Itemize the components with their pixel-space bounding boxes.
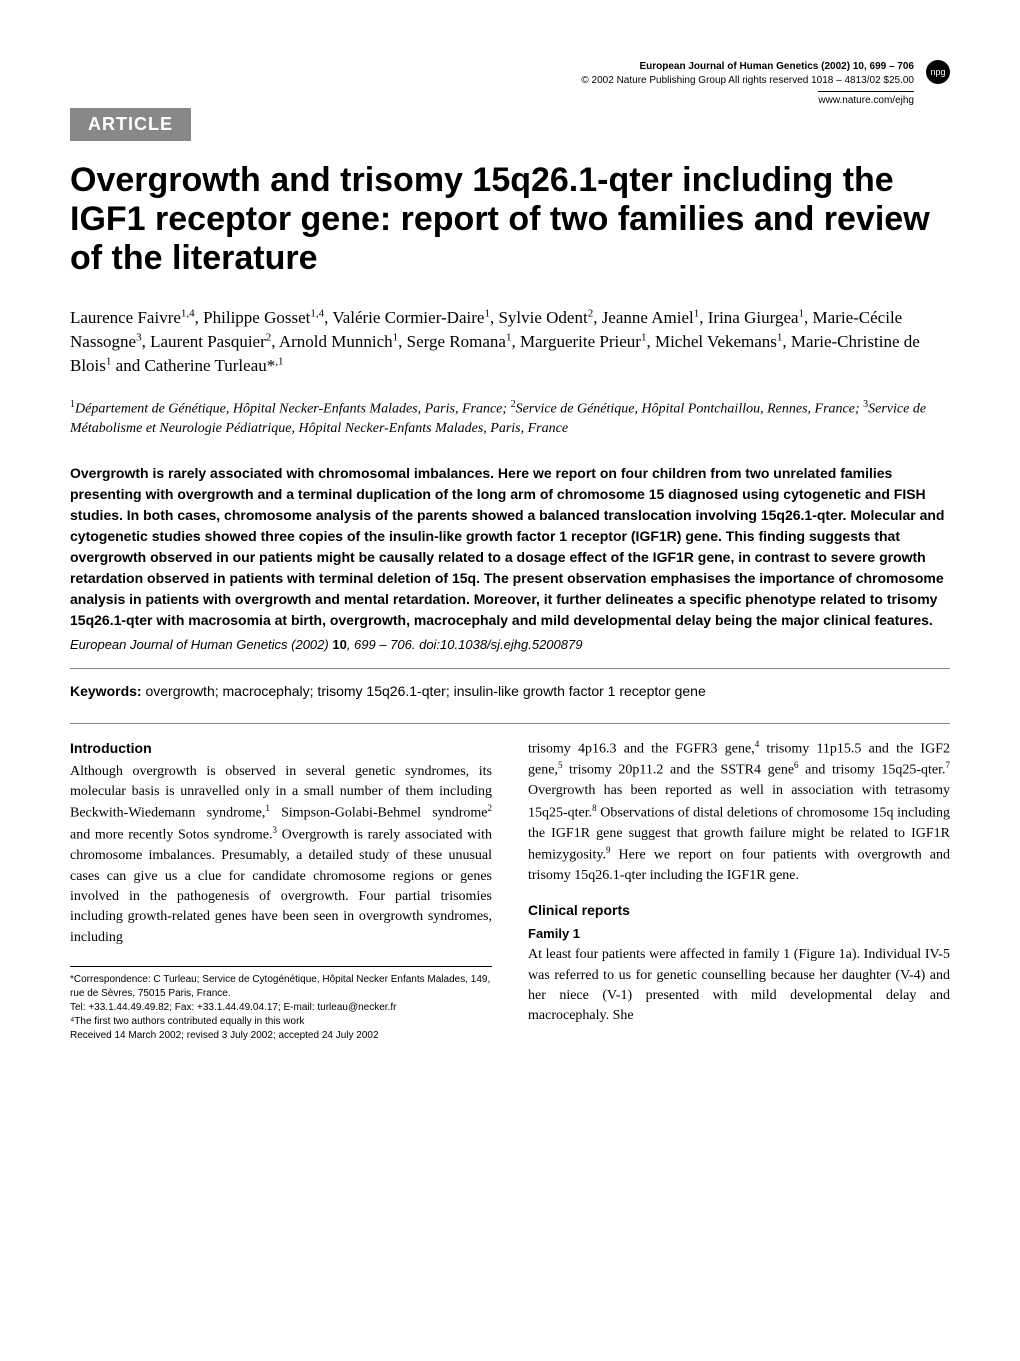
citation-journal: European Journal of Human Genetics: [70, 637, 288, 652]
citation-doi: doi:10.1038/sj.ejhg.5200879: [419, 637, 582, 652]
divider-bottom: [70, 723, 950, 724]
page-header: European Journal of Human Genetics (2002…: [70, 60, 950, 108]
copyright-line: © 2002 Nature Publishing Group All right…: [581, 74, 914, 88]
npg-badge-icon: npg: [926, 60, 950, 84]
keywords-label: Keywords:: [70, 683, 142, 699]
keywords-text: overgrowth; macrocephaly; trisomy 15q26.…: [145, 683, 705, 699]
keywords-line: Keywords: overgrowth; macrocephaly; tris…: [70, 683, 950, 699]
footnotes-block: *Correspondence: C Turleau; Service de C…: [70, 966, 492, 1043]
article-title: Overgrowth and trisomy 15q26.1-qter incl…: [70, 161, 950, 278]
footnote-correspondence: *Correspondence: C Turleau; Service de C…: [70, 973, 492, 1001]
introduction-body: Although overgrowth is observed in sever…: [70, 762, 492, 948]
divider-top: [70, 668, 950, 669]
right-col-top-body: trisomy 4p16.3 and the FGFR3 gene,4 tris…: [528, 738, 950, 887]
abstract: Overgrowth is rarely associated with chr…: [70, 463, 950, 631]
journal-url: www.nature.com/ejhg: [818, 91, 914, 108]
family-1-subheading: Family 1: [528, 925, 950, 944]
right-column: trisomy 4p16.3 and the FGFR3 gene,4 tris…: [528, 738, 950, 1043]
left-column: Introduction Although overgrowth is obse…: [70, 738, 492, 1043]
clinical-reports-heading: Clinical reports: [528, 900, 950, 920]
article-type-tag: ARTICLE: [70, 108, 191, 141]
citation-year-vol: (2002) 10, 699 – 706.: [291, 637, 419, 652]
footnote-received: Received 14 March 2002; revised 3 July 2…: [70, 1029, 492, 1043]
citation-line: European Journal of Human Genetics (2002…: [70, 637, 950, 652]
spacer: [528, 886, 950, 900]
affiliations: 1Département de Génétique, Hôpital Necke…: [70, 398, 950, 439]
header-meta-block: European Journal of Human Genetics (2002…: [581, 60, 914, 108]
journal-line: European Journal of Human Genetics (2002…: [581, 60, 914, 74]
family-1-body: At least four patients were affected in …: [528, 945, 950, 1026]
footnote-telfaxemail: Tel: +33.1.44.49.49.82; Fax: +33.1.44.49…: [70, 1001, 492, 1015]
author-list: Laurence Faivre1,4, Philippe Gosset1,4, …: [70, 306, 950, 377]
two-column-layout: Introduction Although overgrowth is obse…: [70, 738, 950, 1043]
introduction-heading: Introduction: [70, 738, 492, 758]
footnote-equal-contrib: ⁴The first two authors contributed equal…: [70, 1015, 492, 1029]
